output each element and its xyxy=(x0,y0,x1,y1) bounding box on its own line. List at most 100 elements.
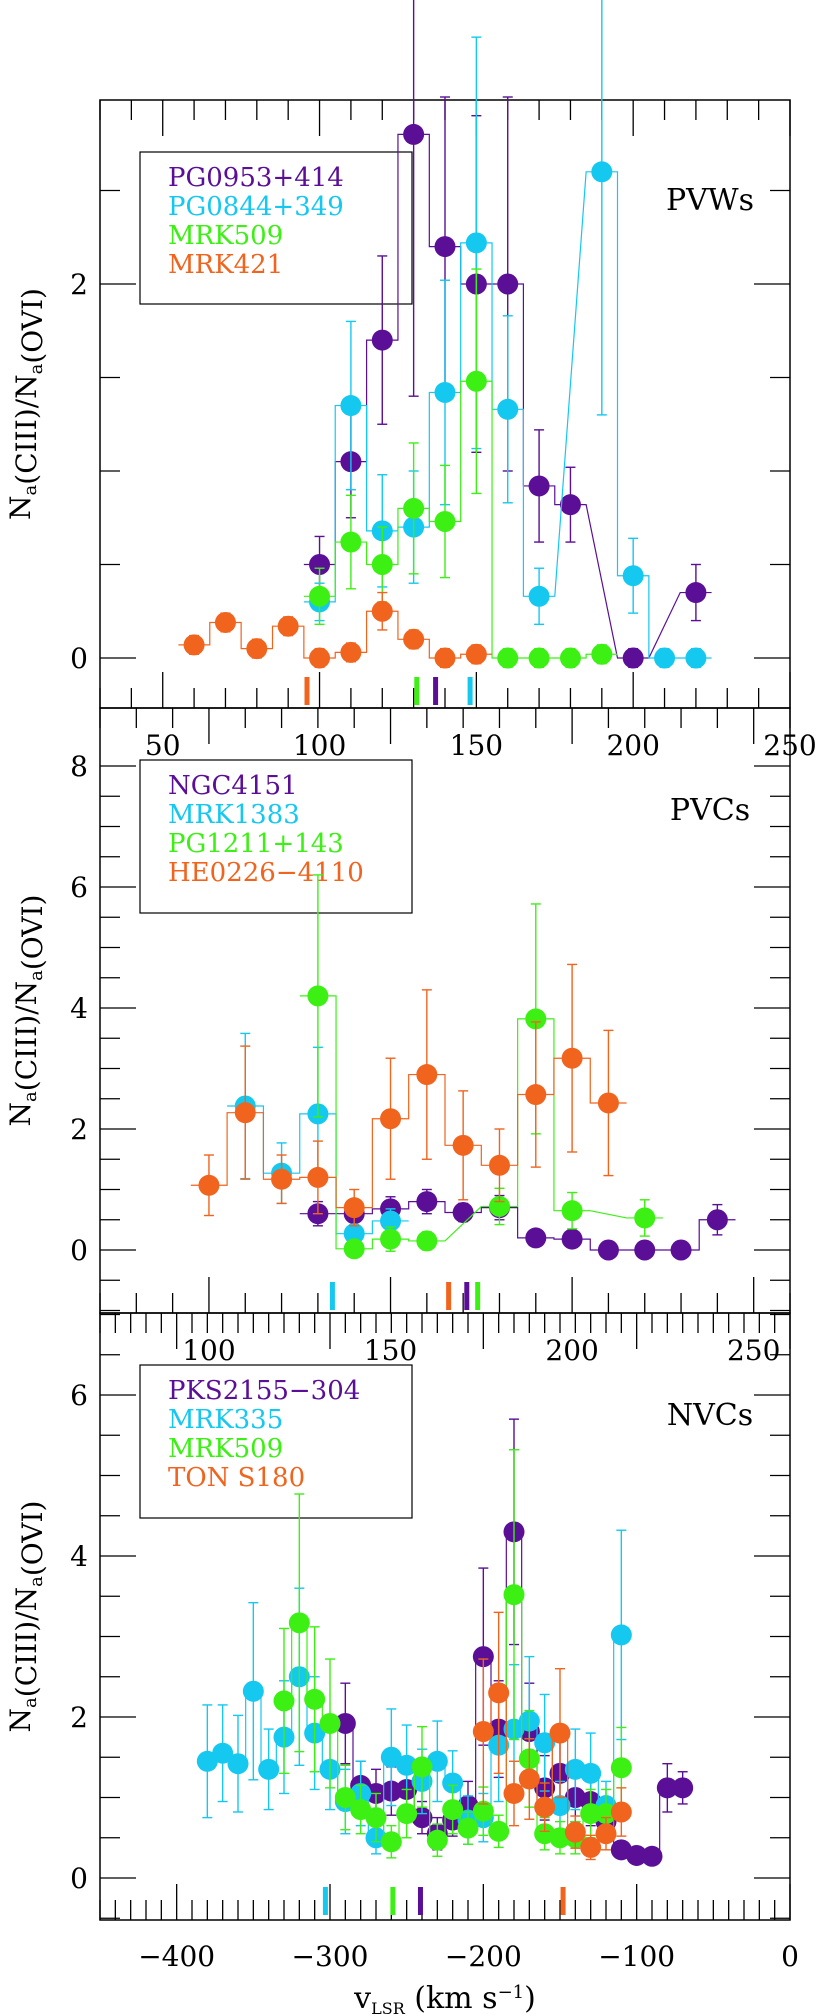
data-point xyxy=(365,1807,387,1829)
data-point xyxy=(610,1801,632,1823)
y-tick-label: 2 xyxy=(70,268,88,301)
data-point xyxy=(343,1238,365,1260)
data-point xyxy=(214,611,236,633)
data-point xyxy=(670,1239,692,1261)
y-axis-label-part: (CIII)/N xyxy=(10,374,43,484)
data-point xyxy=(595,1823,617,1845)
y-axis-label-part: a xyxy=(26,1576,47,1587)
data-point xyxy=(518,1768,540,1790)
data-point xyxy=(380,1831,402,1853)
data-point xyxy=(434,236,456,258)
y-tick-label: 2 xyxy=(70,1701,88,1734)
y-axis-label-part: a xyxy=(20,1091,41,1102)
data-point xyxy=(334,1712,356,1734)
velocity-marker xyxy=(414,677,420,705)
legend-entry: MRK509 xyxy=(168,221,283,251)
data-point xyxy=(610,1624,632,1646)
data-point xyxy=(258,1758,280,1780)
legend-entry: MRK509 xyxy=(168,1434,283,1464)
data-point xyxy=(559,494,581,516)
data-point xyxy=(234,1102,256,1124)
data-point xyxy=(580,1836,602,1858)
data-point xyxy=(525,1084,547,1106)
y-tick-label: 8 xyxy=(70,750,88,783)
y-axis-label-part: (OVI) xyxy=(16,288,49,364)
panel-nvcs: −400 −300 −200 −100 00246Na(CIII)/Na(OVI)NVC… xyxy=(4,1312,799,2016)
legend-box xyxy=(139,759,413,914)
legend-box xyxy=(139,151,413,305)
x-tick-label: 250 xyxy=(727,1334,780,1367)
velocity-marker xyxy=(390,1887,396,1915)
data-point xyxy=(561,1200,583,1222)
velocity-marker xyxy=(560,1887,566,1915)
data-point xyxy=(656,1777,678,1799)
data-point xyxy=(371,329,393,351)
x-tick-label: −400 xyxy=(138,1940,215,1973)
data-point xyxy=(380,1108,402,1130)
data-point xyxy=(672,1777,694,1799)
data-point xyxy=(304,1688,326,1710)
x-tick-label: 150 xyxy=(364,1334,417,1367)
data-point xyxy=(380,1228,402,1250)
data-point xyxy=(198,1174,220,1196)
data-point xyxy=(183,634,205,656)
data-point xyxy=(309,554,331,575)
y-axis-label-part: a xyxy=(26,363,47,374)
data-point xyxy=(472,1800,494,1822)
data-point xyxy=(591,643,613,665)
data-point xyxy=(465,643,487,665)
velocity-marker xyxy=(304,677,310,705)
data-point xyxy=(309,585,331,607)
data-point xyxy=(561,1228,583,1250)
data-point xyxy=(497,398,519,420)
data-point xyxy=(472,1646,494,1668)
data-point xyxy=(534,1796,556,1818)
velocity-marker xyxy=(322,1887,328,1915)
data-point xyxy=(497,273,519,295)
series-mrk421 xyxy=(178,591,493,705)
data-point xyxy=(403,497,425,519)
legend-entry: HE0226−4110 xyxy=(168,858,364,888)
data-point xyxy=(340,641,362,663)
data-point xyxy=(271,1168,293,1190)
y-axis-label-part: (OVI) xyxy=(16,1501,49,1577)
data-point xyxy=(528,585,550,607)
data-point xyxy=(465,370,487,392)
y-axis-label-part: (OVI) xyxy=(16,895,49,971)
data-point xyxy=(626,1844,648,1866)
x-tick-label: 0 xyxy=(781,1940,799,1973)
data-point xyxy=(340,531,362,553)
data-point xyxy=(411,1756,433,1778)
velocity-marker xyxy=(433,677,439,705)
x-tick-label: 100 xyxy=(182,1334,235,1367)
data-point xyxy=(597,1092,619,1114)
legend-entry: MRK1383 xyxy=(168,800,300,830)
data-point xyxy=(503,1782,525,1804)
data-point xyxy=(452,1201,474,1223)
data-point xyxy=(340,395,362,417)
data-point xyxy=(246,638,268,660)
x-axis-label-part: LSR xyxy=(371,1999,406,2016)
legend-entry: PG0844+349 xyxy=(168,192,344,222)
panel-label: PVWs xyxy=(666,183,754,218)
panel-pvws: 501001502002500246Na(CIII)/Na(OVI)PVWsPG… xyxy=(4,0,817,762)
data-point xyxy=(488,1682,510,1704)
data-point xyxy=(434,381,456,403)
series-step-line xyxy=(178,610,493,659)
data-point xyxy=(371,600,393,622)
data-point xyxy=(525,1008,547,1030)
panels: 501001502002500246Na(CIII)/Na(OVI)PVWsPG… xyxy=(4,0,817,2016)
y-axis-label-part: a xyxy=(20,484,41,495)
data-point xyxy=(403,123,425,145)
series-step-line xyxy=(190,1057,627,1209)
data-point xyxy=(706,1209,728,1231)
data-point xyxy=(442,1799,464,1821)
series-mrk509 xyxy=(303,268,618,705)
legend-box xyxy=(139,1364,413,1519)
panel-label: PVCs xyxy=(670,793,750,828)
data-point xyxy=(343,1223,365,1245)
x-tick-label: −200 xyxy=(445,1940,522,1973)
x-tick-label: 200 xyxy=(545,1334,598,1367)
data-point xyxy=(343,1197,365,1219)
y-tick-label: 4 xyxy=(70,992,88,1025)
